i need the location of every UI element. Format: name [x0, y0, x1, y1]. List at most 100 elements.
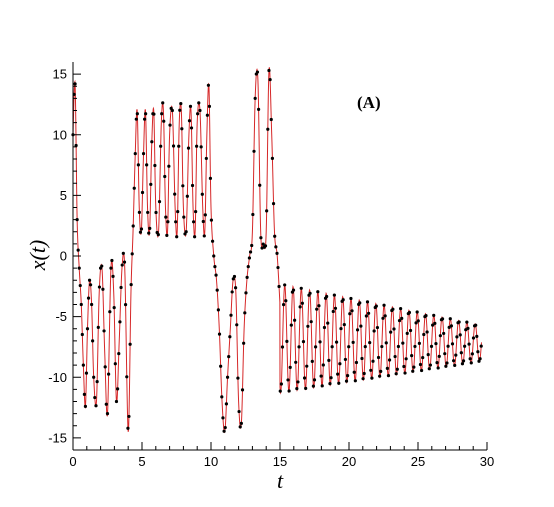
data-point	[314, 345, 318, 349]
data-point	[476, 350, 480, 354]
data-point	[339, 327, 343, 331]
y-tick-label: 0	[60, 249, 67, 264]
data-point	[334, 340, 339, 344]
data-point	[273, 234, 277, 238]
data-point	[90, 302, 94, 307]
data-point	[145, 163, 149, 167]
data-point	[119, 285, 123, 290]
data-point	[224, 402, 229, 406]
data-point	[154, 210, 158, 215]
data-point	[196, 112, 200, 116]
data-point	[449, 324, 453, 328]
data-point	[369, 368, 373, 372]
data-point	[109, 266, 113, 270]
data-point	[387, 358, 392, 362]
data-point	[302, 376, 307, 380]
ticks: 0 5 10 15 20 25 30 -15 -10 -5 0 5 10 15	[48, 67, 494, 469]
data-point	[471, 336, 476, 340]
data-point	[96, 325, 100, 329]
data-point	[285, 339, 289, 344]
data-point	[219, 364, 223, 368]
data-point	[208, 176, 213, 180]
data-point	[393, 354, 397, 359]
data-point	[446, 344, 450, 348]
data-point	[326, 321, 330, 325]
data-point	[320, 384, 324, 388]
data-point	[479, 344, 483, 348]
data-point	[259, 236, 263, 240]
data-point	[177, 144, 181, 148]
data-point	[469, 361, 473, 365]
data-point	[107, 372, 111, 376]
data-point	[428, 363, 433, 367]
data-point	[327, 358, 331, 362]
data-point	[358, 301, 362, 305]
data-point	[362, 371, 366, 376]
data-point	[157, 200, 162, 204]
data-point	[116, 387, 120, 391]
data-point	[173, 192, 177, 196]
data-point	[291, 288, 296, 292]
data-point	[147, 231, 151, 235]
data-point	[210, 239, 215, 243]
data-point	[180, 127, 184, 131]
data-point	[202, 234, 206, 238]
data-point	[75, 218, 79, 222]
y-axis-label: x(t)	[25, 240, 50, 272]
x-tick-label: 25	[411, 454, 425, 469]
data-point	[92, 375, 96, 379]
data-point	[426, 353, 430, 357]
data-point	[281, 303, 286, 307]
data-point	[73, 82, 77, 86]
data-point	[277, 284, 281, 289]
data-point	[131, 224, 135, 228]
data-point	[189, 126, 194, 130]
data-point	[389, 330, 393, 334]
data-point	[351, 340, 355, 344]
data-point	[240, 388, 245, 392]
data-point	[419, 368, 424, 373]
data-point	[134, 117, 138, 121]
data-point	[269, 117, 273, 122]
data-point	[91, 339, 95, 343]
data-point	[266, 127, 270, 131]
data-point	[212, 254, 216, 258]
data-point	[424, 314, 428, 318]
data-point	[352, 370, 356, 374]
data-point	[395, 367, 399, 371]
data-point	[403, 371, 407, 375]
data-point	[311, 384, 315, 388]
data-point	[367, 311, 371, 315]
data-point	[232, 274, 237, 279]
data-point	[296, 380, 300, 384]
data-point	[86, 296, 91, 300]
data-point	[209, 218, 214, 222]
data-point	[74, 143, 78, 148]
data-point	[80, 332, 84, 337]
data-point	[361, 377, 365, 381]
data-point	[146, 210, 150, 215]
data-point	[167, 164, 171, 168]
data-point	[179, 101, 183, 106]
data-point	[164, 215, 168, 219]
data-point	[103, 365, 107, 369]
data-point	[478, 357, 482, 361]
data-point	[407, 310, 412, 315]
data-point	[372, 329, 376, 333]
data-point	[88, 283, 93, 287]
data-point	[279, 382, 283, 386]
data-point	[84, 371, 89, 375]
data-point	[268, 78, 272, 82]
data-point	[242, 341, 246, 345]
data-point	[127, 414, 131, 419]
data-point	[270, 156, 275, 160]
data-point	[384, 341, 388, 345]
data-point	[184, 230, 188, 234]
data-point	[234, 286, 238, 290]
data-point	[460, 362, 465, 366]
data-point	[236, 376, 240, 380]
data-point	[170, 108, 174, 113]
data-point	[360, 356, 364, 361]
data-point	[165, 233, 169, 237]
